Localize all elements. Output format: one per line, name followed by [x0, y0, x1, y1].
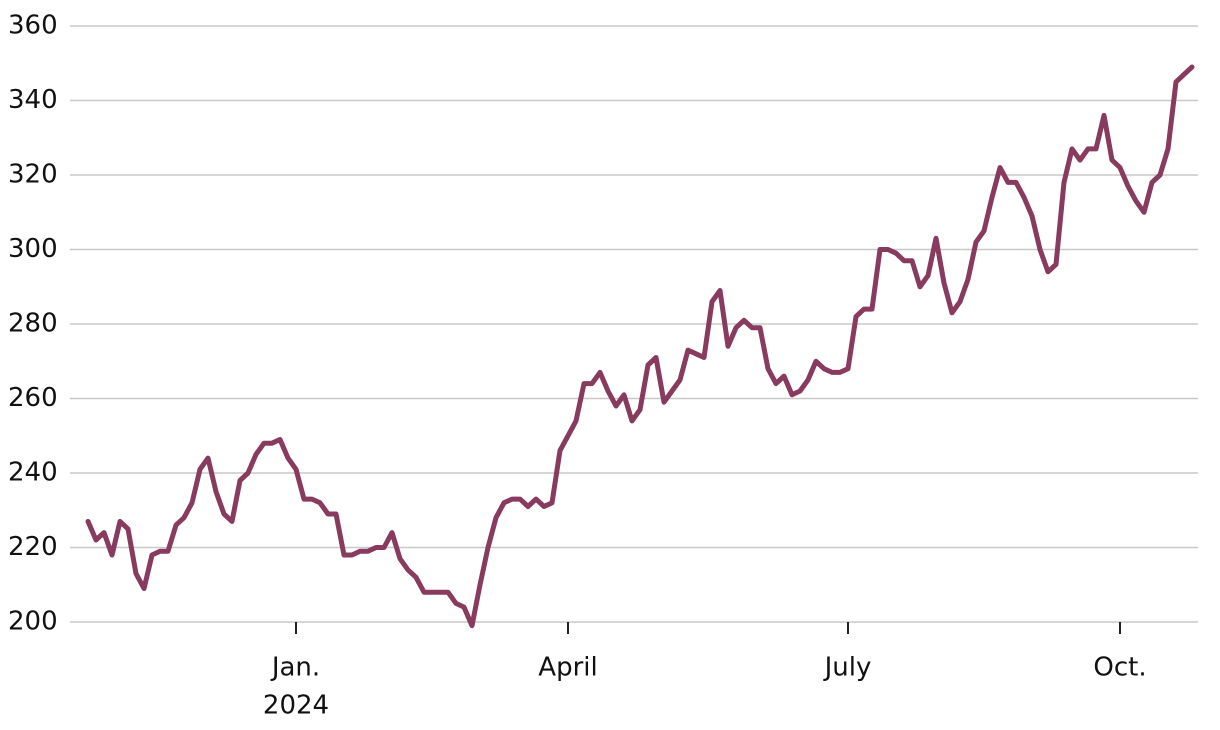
y-tick-label: 360 — [8, 11, 58, 41]
y-tick-label: 300 — [8, 234, 58, 264]
y-tick-label: 240 — [8, 458, 58, 488]
y-tick-label: 280 — [8, 309, 58, 339]
x-tick-label: Jan. — [270, 653, 320, 683]
y-tick-label: 260 — [8, 383, 58, 413]
x-tick-label: April — [538, 653, 597, 683]
x-year-label: 2024 — [263, 691, 329, 721]
x-tick-label: Oct. — [1093, 653, 1146, 683]
x-tick-label: July — [823, 653, 872, 683]
y-tick-label: 220 — [8, 532, 58, 562]
y-tick-label: 200 — [8, 607, 58, 637]
price-line — [85, 64, 1195, 629]
y-tick-label: 320 — [8, 160, 58, 190]
y-tick-label: 340 — [8, 85, 58, 115]
